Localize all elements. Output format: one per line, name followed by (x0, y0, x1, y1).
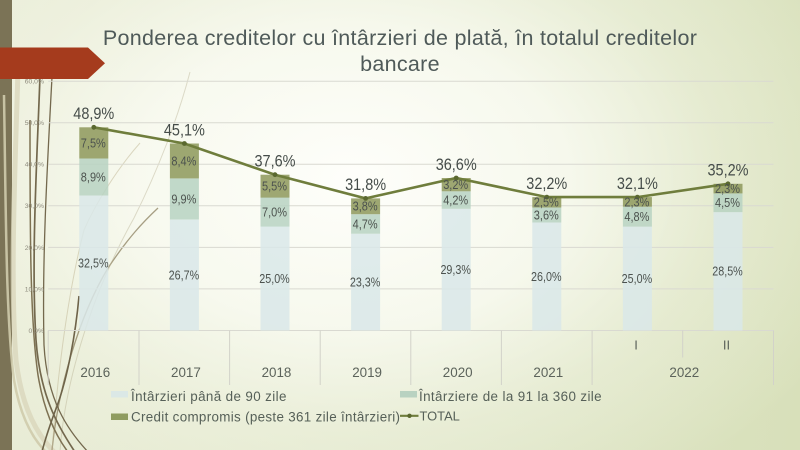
svg-text:Credit compromis (peste 361 zi: Credit compromis (peste 361 zile întârzi… (131, 409, 400, 424)
svg-text:2016: 2016 (80, 365, 110, 380)
svg-text:7,0%: 7,0% (262, 205, 287, 220)
svg-text:2,3%: 2,3% (715, 181, 740, 196)
svg-text:25,0%: 25,0% (622, 271, 653, 286)
svg-text:8,9%: 8,9% (81, 169, 106, 184)
svg-text:23,3%: 23,3% (350, 275, 381, 290)
svg-text:0,0%: 0,0% (29, 328, 45, 335)
svg-text:Întârziere de la 91 la 360 zil: Întârziere de la 91 la 360 zile (418, 389, 602, 404)
svg-text:4,7%: 4,7% (353, 216, 378, 231)
svg-text:8,4%: 8,4% (171, 153, 196, 168)
svg-text:32,1%: 32,1% (617, 175, 658, 193)
svg-text:3,6%: 3,6% (534, 207, 559, 222)
svg-text:4,2%: 4,2% (443, 192, 468, 207)
svg-text:2021: 2021 (533, 365, 563, 380)
svg-text:3,2%: 3,2% (443, 177, 468, 192)
svg-text:26,7%: 26,7% (169, 267, 200, 282)
svg-text:32,5%: 32,5% (78, 255, 109, 270)
svg-text:28,5%: 28,5% (712, 264, 743, 279)
svg-text:II: II (723, 338, 730, 353)
svg-text:2020: 2020 (443, 365, 473, 380)
svg-text:2019: 2019 (352, 365, 382, 380)
svg-text:2,3%: 2,3% (624, 194, 649, 209)
svg-text:20,0%: 20,0% (25, 245, 44, 252)
svg-text:7,5%: 7,5% (81, 135, 106, 150)
svg-text:10,0%: 10,0% (25, 286, 44, 293)
svg-text:29,3%: 29,3% (440, 262, 471, 277)
svg-text:2017: 2017 (171, 365, 201, 380)
svg-text:40,0%: 40,0% (25, 162, 44, 169)
svg-text:4,5%: 4,5% (715, 195, 740, 210)
svg-text:I: I (634, 338, 638, 353)
svg-text:25,0%: 25,0% (259, 271, 290, 286)
svg-text:35,2%: 35,2% (708, 162, 749, 180)
svg-text:5,5%: 5,5% (262, 179, 287, 194)
svg-text:2022: 2022 (669, 365, 699, 380)
svg-text:50,0%: 50,0% (25, 120, 44, 127)
svg-text:Întârzieri până de 90 zile: Întârzieri până de 90 zile (130, 389, 287, 404)
svg-text:31,8%: 31,8% (345, 176, 386, 194)
svg-text:9,9%: 9,9% (171, 191, 196, 206)
svg-text:36,6%: 36,6% (436, 156, 477, 174)
svg-text:2018: 2018 (262, 365, 292, 380)
svg-text:TOTAL: TOTAL (420, 408, 460, 423)
svg-text:48,9%: 48,9% (73, 105, 114, 123)
svg-text:4,8%: 4,8% (624, 209, 649, 224)
svg-text:32,2%: 32,2% (526, 175, 567, 193)
svg-text:3,8%: 3,8% (353, 199, 378, 214)
svg-text:26,0%: 26,0% (531, 269, 562, 284)
svg-text:45,1%: 45,1% (164, 121, 205, 139)
svg-text:60,0%: 60,0% (25, 79, 44, 86)
svg-text:2,5%: 2,5% (534, 195, 559, 210)
svg-text:37,6%: 37,6% (255, 153, 296, 171)
svg-text:30,0%: 30,0% (25, 203, 44, 210)
